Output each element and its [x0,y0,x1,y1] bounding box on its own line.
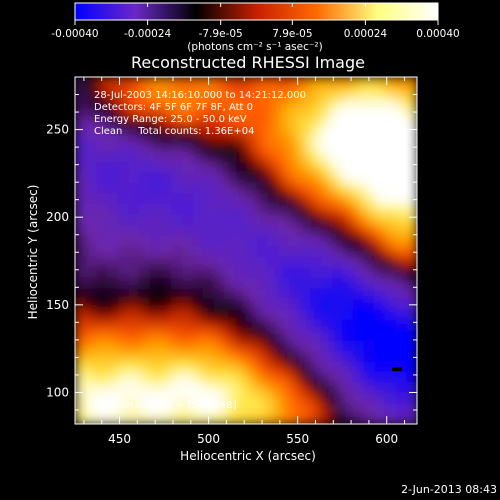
x-axis-label: Heliocentric X (arcsec) [180,449,316,463]
peak-position-label: Position of Peak = [566,248] [94,400,237,411]
x-tick-label: 500 [197,432,220,446]
x-tick-label: 550 [286,432,309,446]
y-tick-label: 250 [46,123,69,137]
colorbar-gradient [74,2,439,21]
colorbar-ticks: -0.00040 -0.00024 -7.9e-05 7.9e-05 0.00024 0.… [51,3,460,40]
plot-frame [74,76,418,425]
colorbar-tick-label: -0.00024 [124,28,172,40]
beam-marker [392,367,403,372]
axes-ticks: 450 500 550 600 100 150 200 250 [46,77,417,446]
x-tick-label: 600 [375,432,398,446]
info-line-energy: Energy Range: 25.0 - 50.0 keV [94,114,247,125]
colorbar: -0.00040 -0.00024 -7.9e-05 7.9e-05 0.00024 0.… [51,2,460,53]
timestamp: 2-Jun-2013 08:43 [401,483,497,496]
colorbar-tick-label: 0.00024 [344,28,388,40]
x-tick-label: 450 [108,432,131,446]
heatmap-image [75,77,417,424]
y-tick-label: 150 [46,298,69,312]
colorbar-tick-label: 7.9e-05 [272,28,312,40]
colorbar-tick-label: 0.00040 [416,28,459,40]
y-tick-label: 100 [46,385,69,399]
colorbar-tick-label: -0.00040 [51,28,98,40]
info-text: 28-Jul-2003 14:16:10.000 to 14:21:12.000… [94,90,306,137]
info-line-detectors: Detectors: 4F 5F 6F 7F 8F, Att 0 [94,102,253,113]
info-line-clean: Clean Total counts: 1.36E+04 [94,126,254,137]
y-axis-label: Heliocentric Y (arcsec) [26,185,40,320]
colorbar-tick-label: -7.9e-05 [199,28,243,40]
colorbar-unit-label: (photons cm⁻² s⁻¹ asec⁻²) [187,41,322,53]
y-tick-label: 200 [46,210,69,224]
chart-title: Reconstructed RHESSI Image [131,53,365,72]
info-line-time: 28-Jul-2003 14:16:10.000 to 14:21:12.000 [94,90,306,101]
